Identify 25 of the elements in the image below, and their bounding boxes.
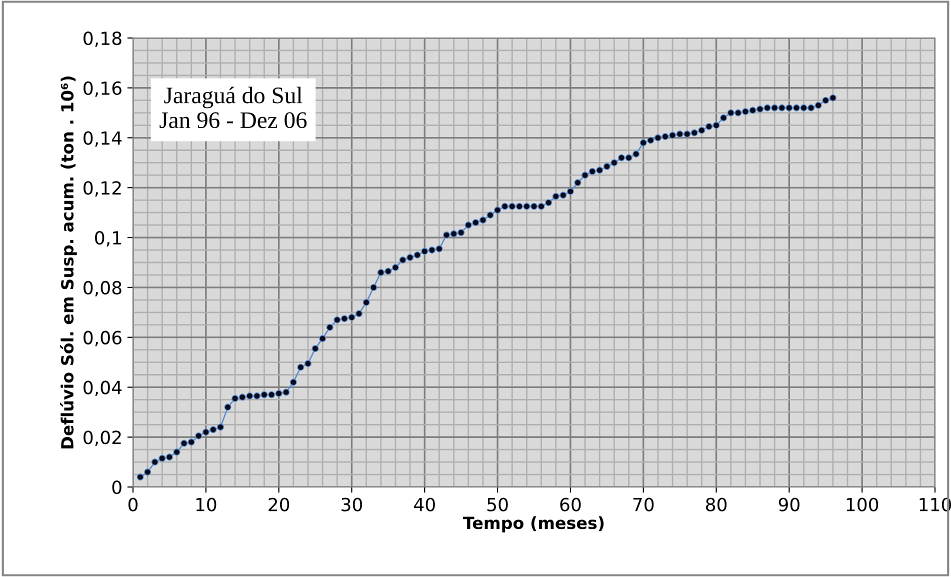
y-tick-label: 0,12 [84,181,121,197]
x-tick-label: 30 [342,498,362,512]
x-tick-label: 50 [487,498,508,512]
y-tick-label: 0,02 [84,430,121,446]
x-tick-label: 40 [414,498,435,512]
y-axis-title: Deflúvio Sól. em Susp. acum. (ton . 10⁶) [60,76,77,448]
x-tick-label: 20 [268,498,290,512]
x-tick-label: 90 [778,498,800,512]
y-tick-label: 0,04 [84,380,122,396]
x-axis-title: Tempo (meses) [463,516,604,532]
x-tick-label: 10 [196,498,216,512]
y-tick-label: 0,08 [84,280,122,296]
y-tick-label: 0,1 [95,231,121,247]
x-tick-label: 80 [706,498,727,512]
y-tick-label: 0,16 [84,81,122,97]
text: Jaraguá do Sul Jan 96 - Dez 06 [160,86,307,128]
y-tick-label: 0,06 [84,330,122,346]
x-tick-label: 60 [560,498,581,512]
y-tick-label: 0 [112,480,122,494]
x-tick-label: 100 [846,498,878,512]
y-tick-label: 0,18 [84,31,122,47]
x-tick-label: 70 [633,498,654,512]
x-tick-label: 0 [128,498,138,512]
x-tick-label: 110 [920,498,951,512]
y-tick-label: 0,14 [84,131,122,147]
